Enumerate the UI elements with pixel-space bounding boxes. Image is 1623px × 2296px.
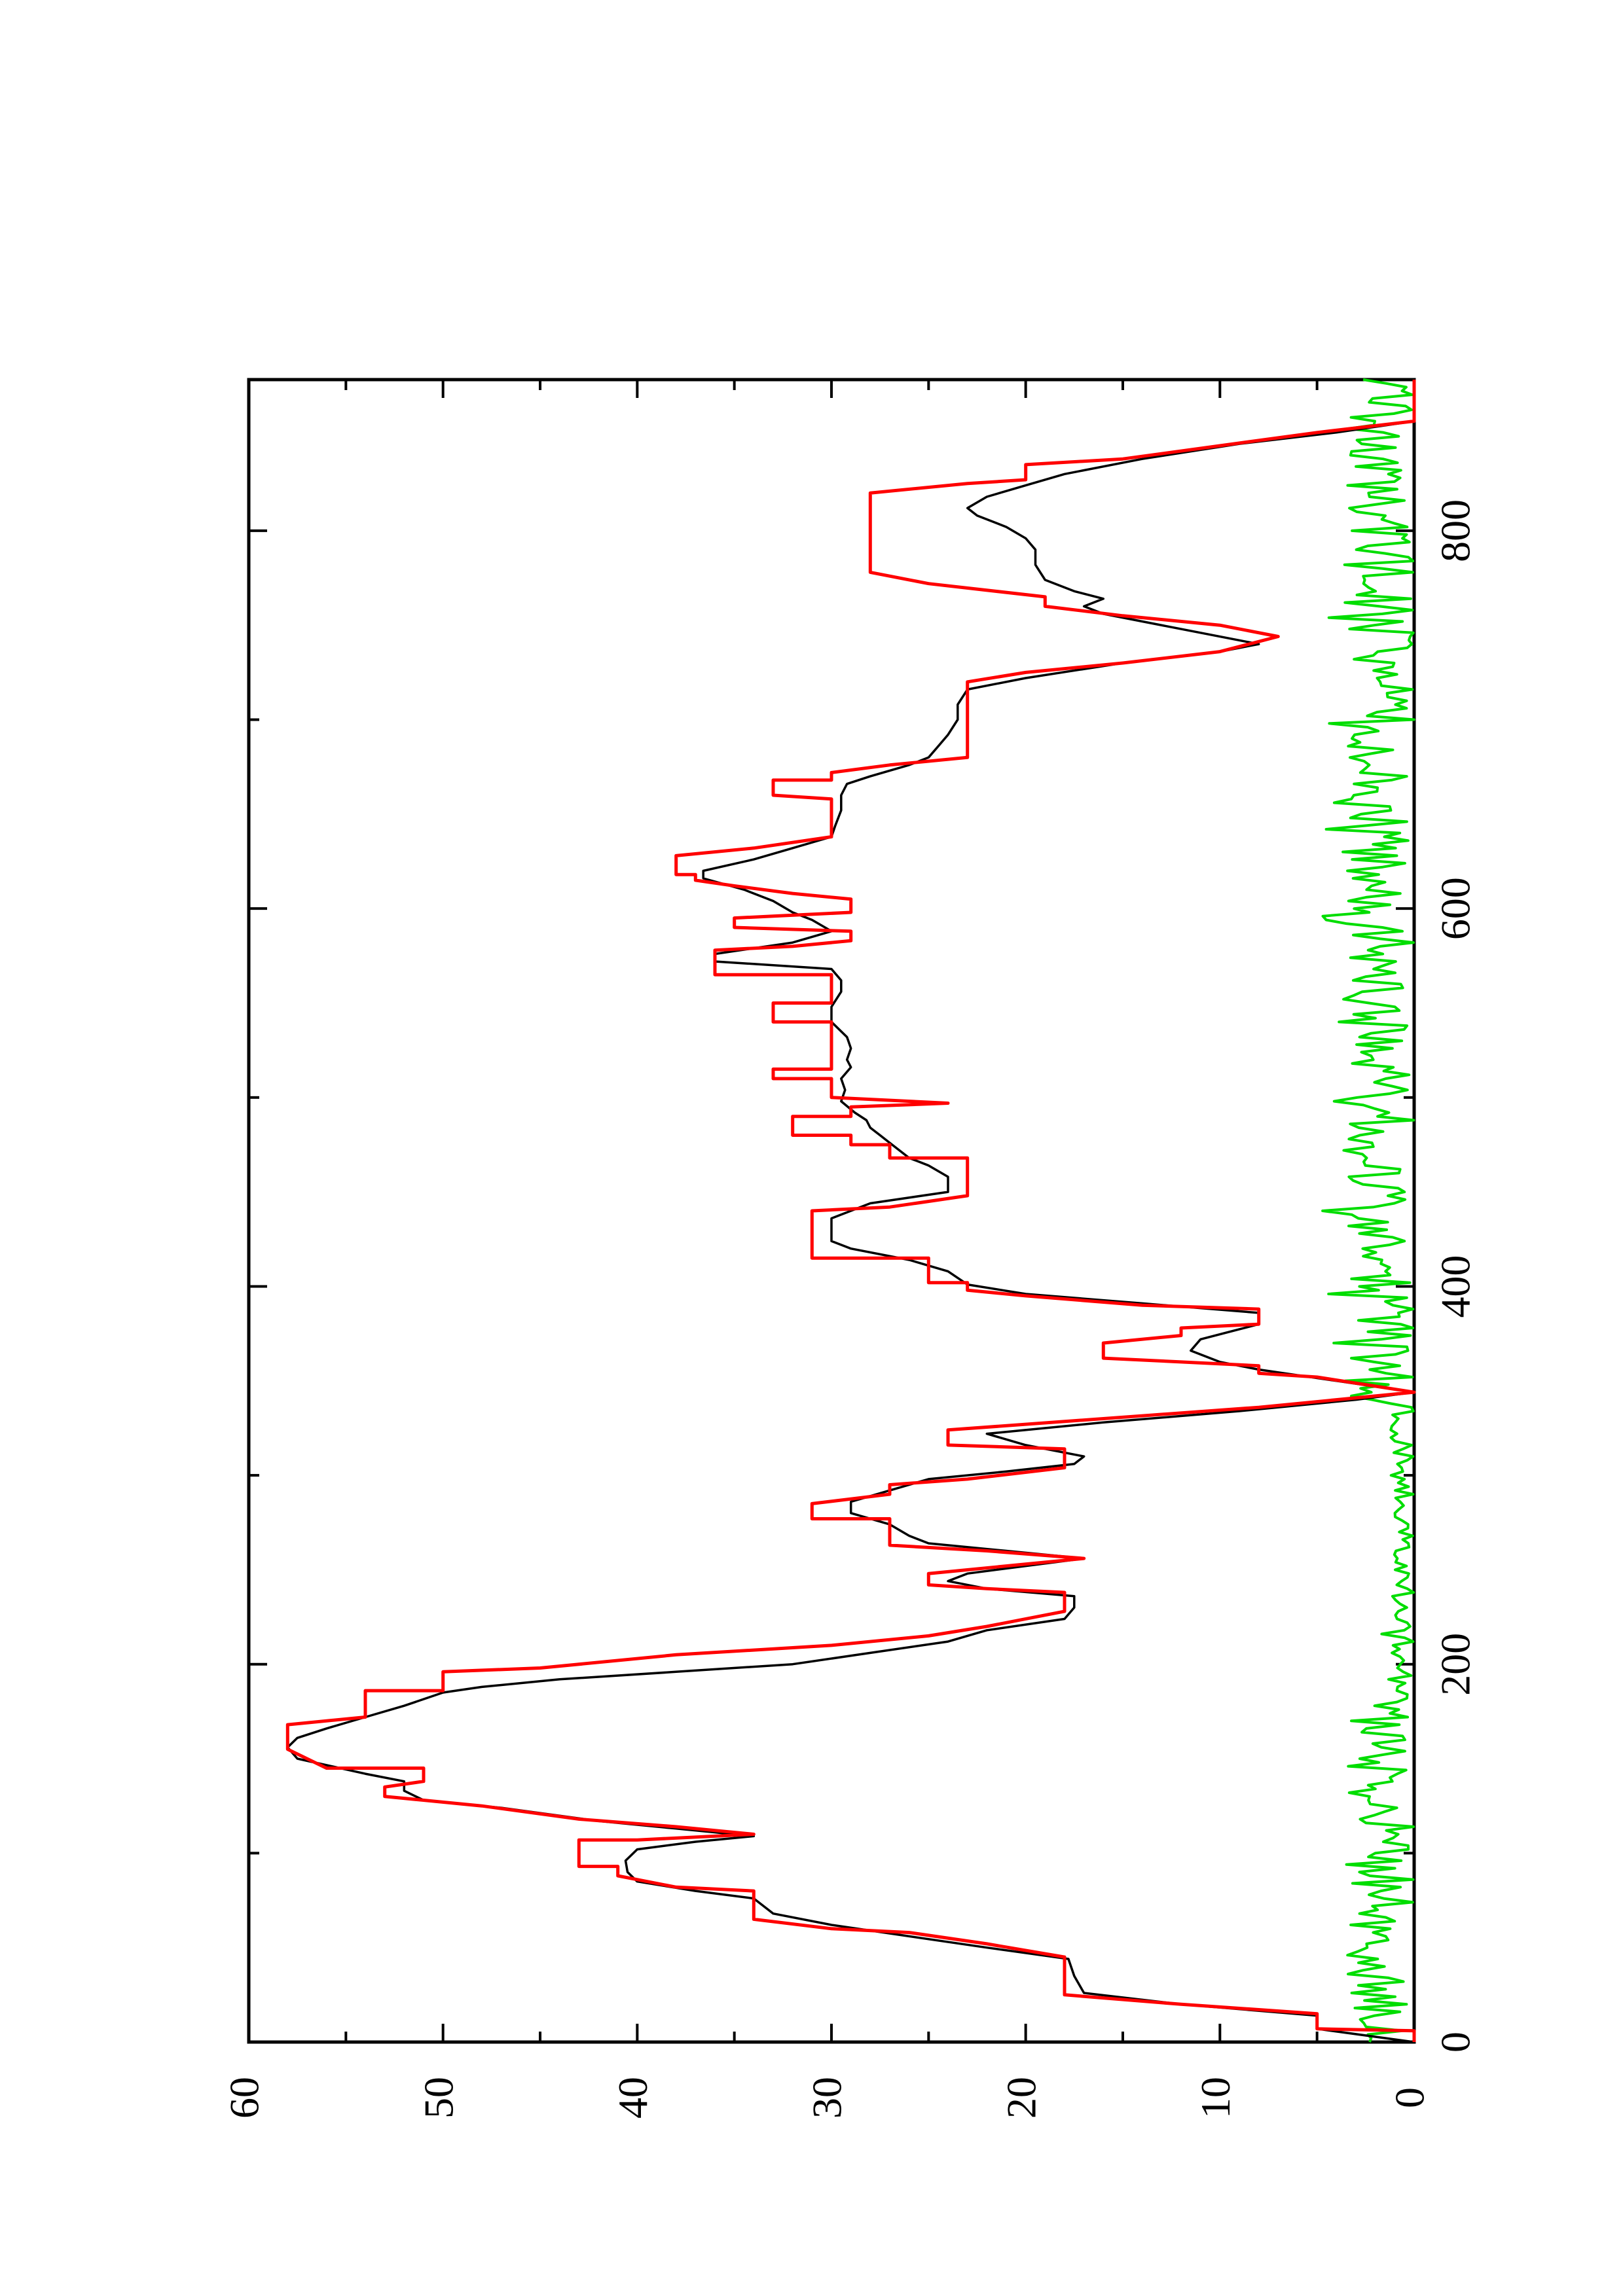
x-tick-label: 400 (1432, 1255, 1479, 1318)
y-tick-label: 0 (1387, 2087, 1433, 2108)
series-green-line (1321, 378, 1415, 2043)
y-tick-label: 20 (998, 2077, 1044, 2119)
y-tick-label: 40 (610, 2077, 656, 2119)
x-tick-label: 800 (1432, 499, 1479, 562)
y-tick-label: 10 (1192, 2077, 1239, 2119)
axis-ticks (247, 380, 1415, 2043)
axis-tick-labels: 0 200 400 600 800 0 10 20 30 40 50 60 (221, 499, 1479, 2119)
y-tick-label: 50 (415, 2077, 462, 2119)
x-tick-label: 0 (1432, 2032, 1479, 2053)
x-tick-label: 600 (1432, 877, 1479, 940)
y-tick-label: 60 (221, 2077, 268, 2119)
series-layer (285, 378, 1416, 2043)
x-tick-label: 200 (1432, 1633, 1479, 1696)
series-red-line (285, 380, 1416, 2042)
series-black-line (286, 420, 1415, 2043)
y-tick-label: 30 (804, 2077, 850, 2119)
